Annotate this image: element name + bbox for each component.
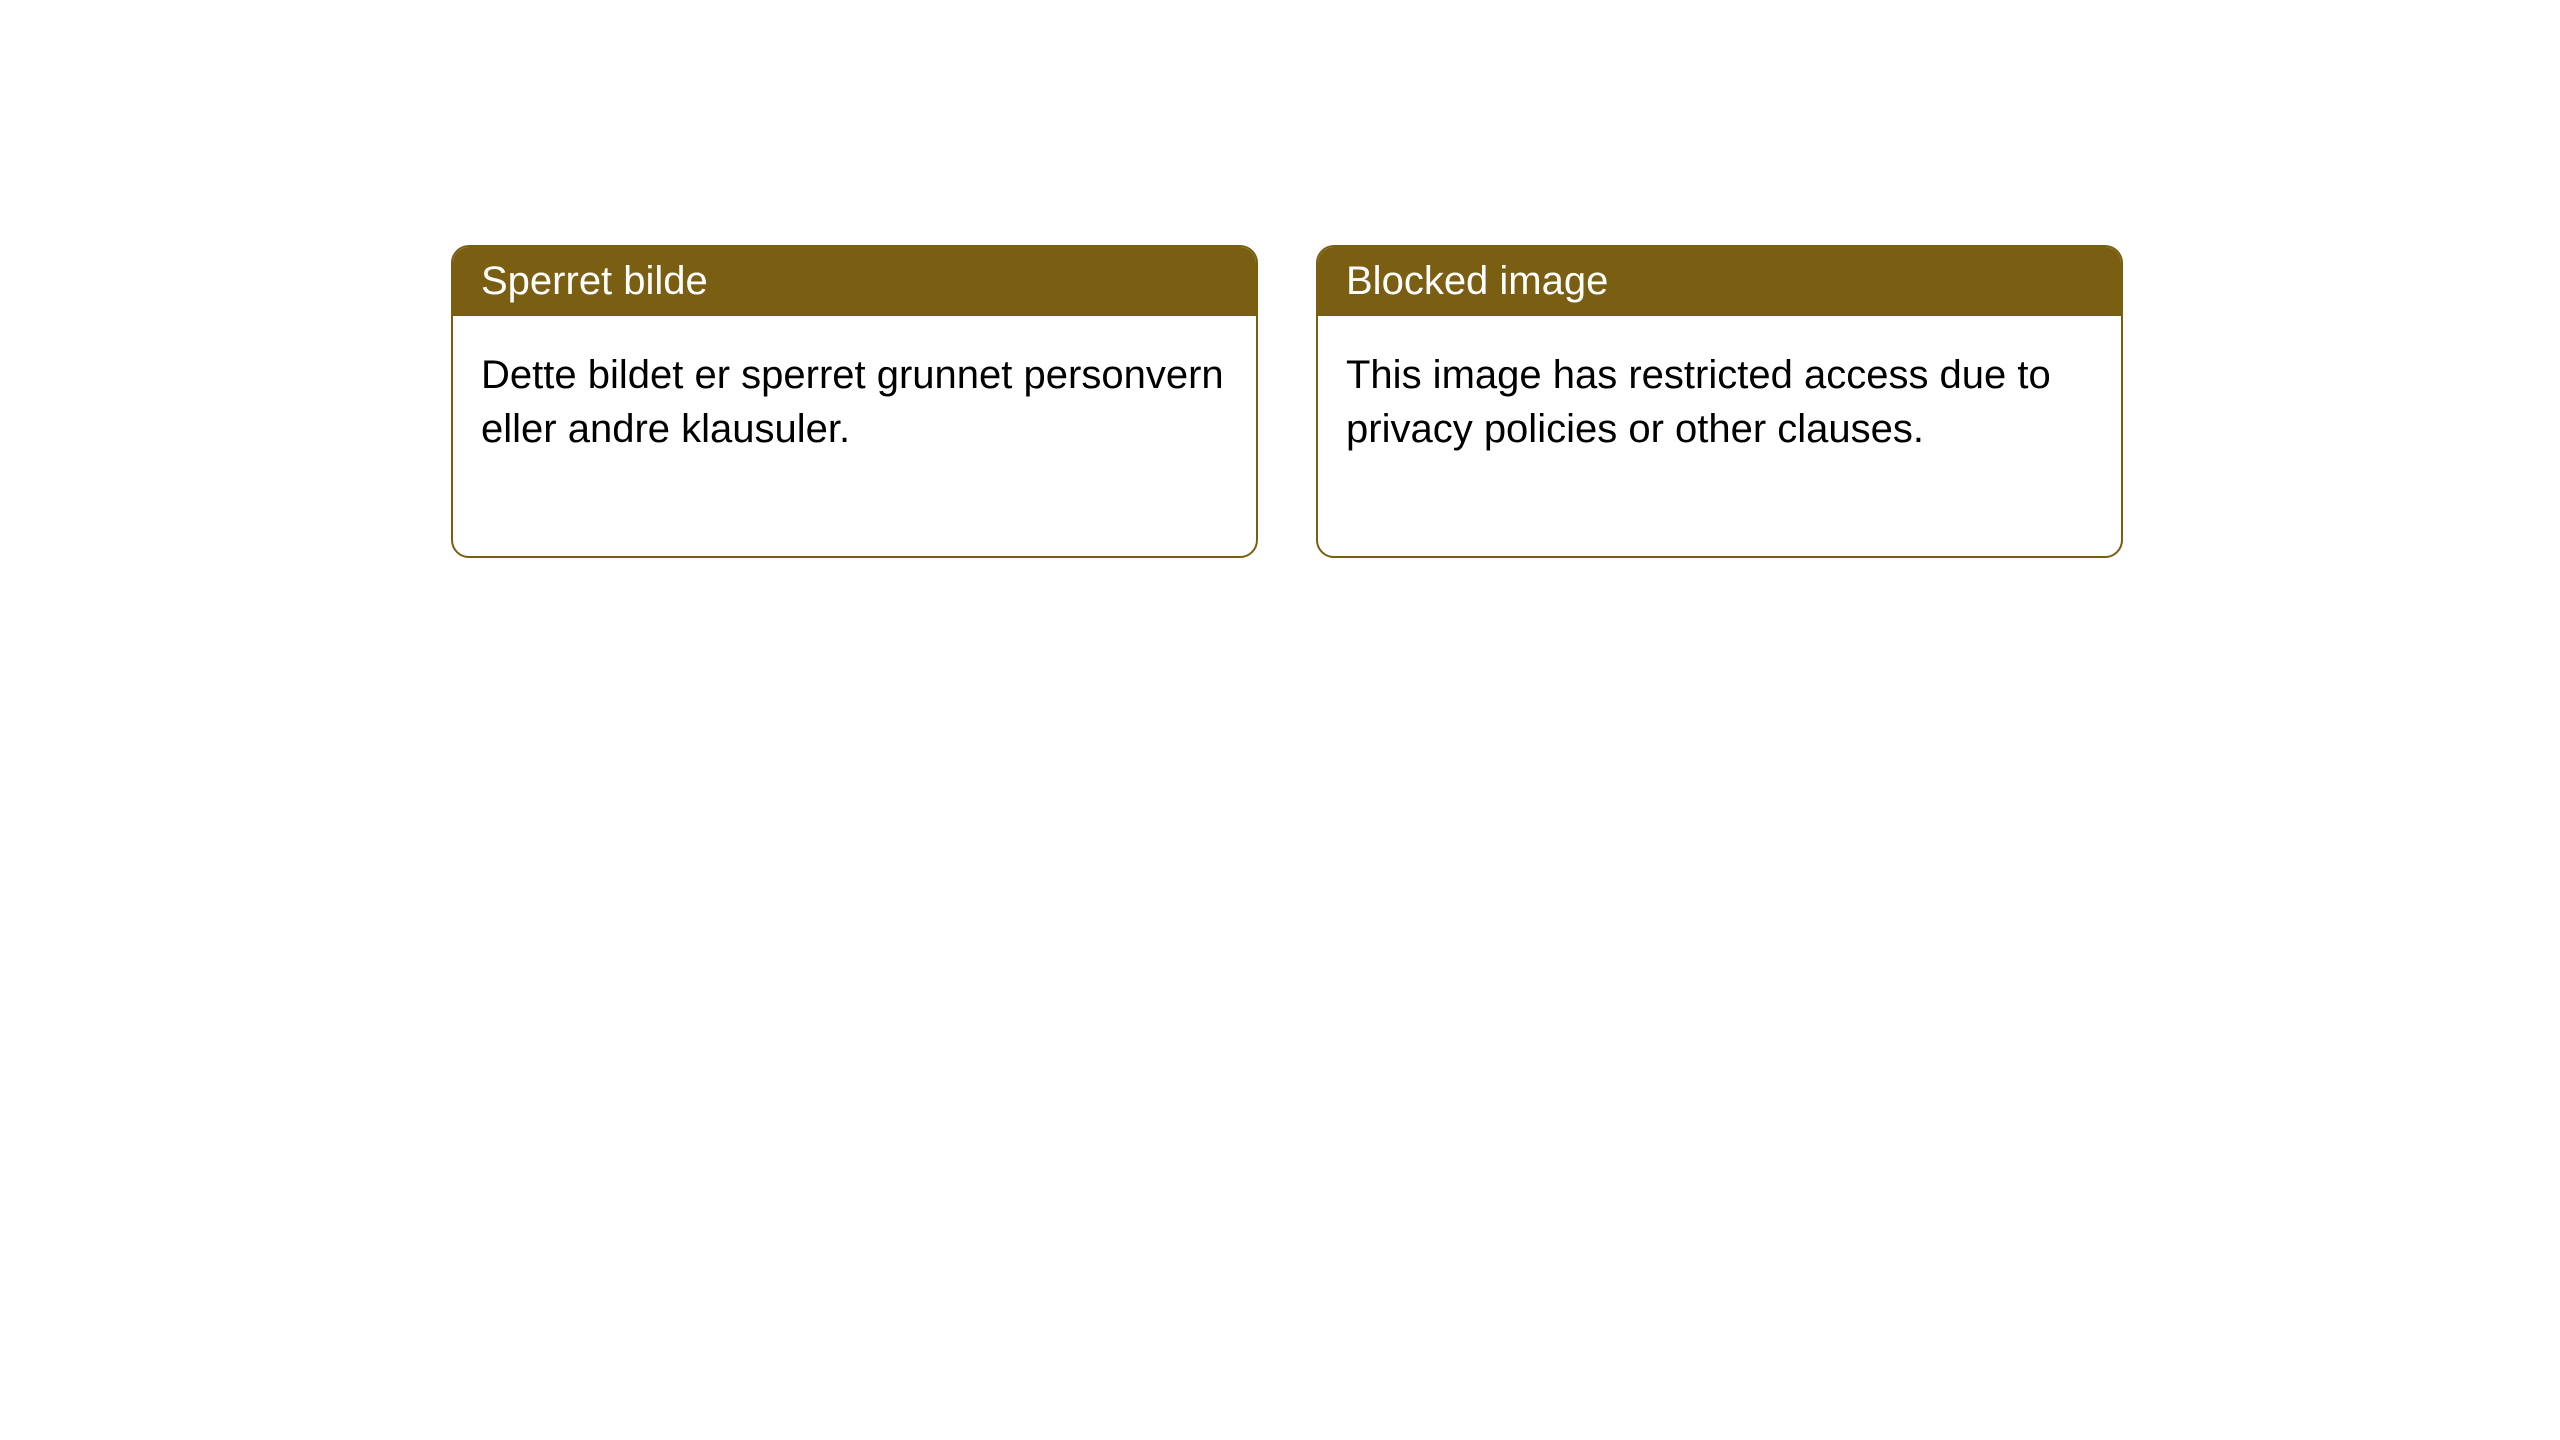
notice-container: Sperret bilde Dette bildet er sperret gr… [451, 245, 2123, 558]
notice-card-norwegian: Sperret bilde Dette bildet er sperret gr… [451, 245, 1258, 558]
notice-body: This image has restricted access due to … [1318, 316, 2121, 556]
notice-header: Sperret bilde [453, 247, 1256, 316]
notice-card-english: Blocked image This image has restricted … [1316, 245, 2123, 558]
notice-header: Blocked image [1318, 247, 2121, 316]
notice-body: Dette bildet er sperret grunnet personve… [453, 316, 1256, 556]
